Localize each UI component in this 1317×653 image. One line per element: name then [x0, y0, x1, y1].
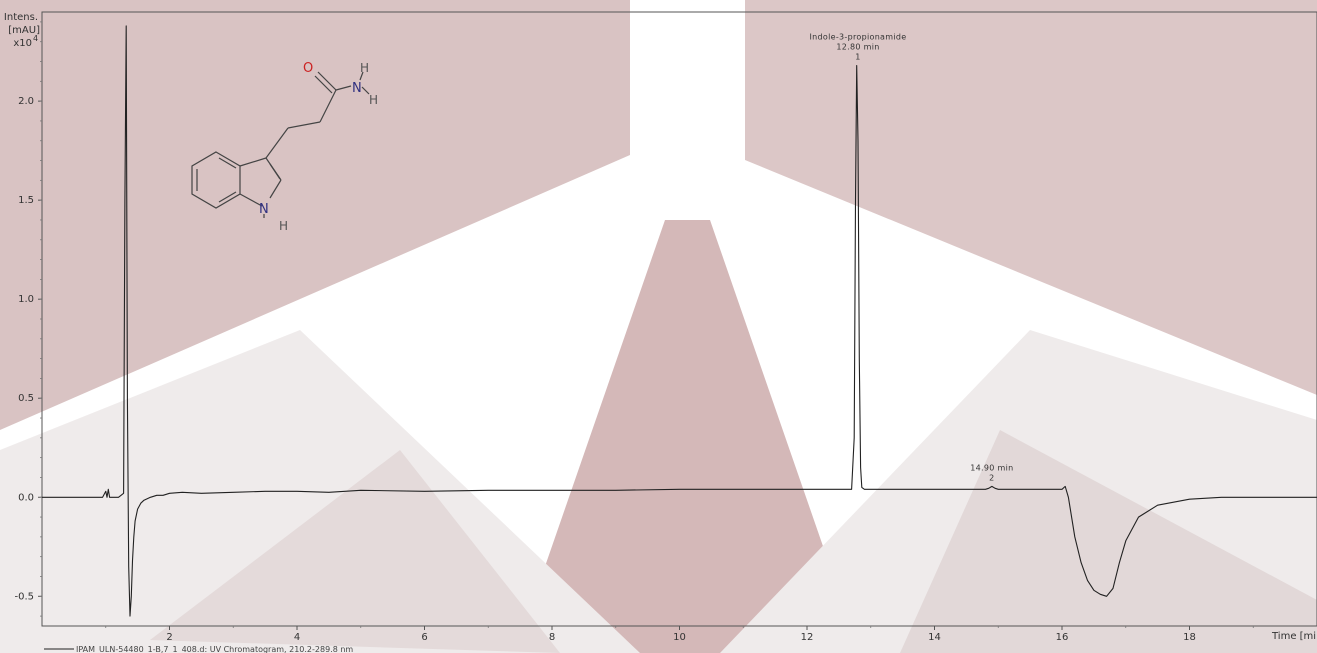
watermark-wedge-right [745, 0, 1317, 395]
atom-oxygen: O [303, 61, 313, 76]
y-axis-label-line-2: [mAU] [8, 25, 40, 36]
y-tick-label: 2.0 [18, 96, 34, 107]
x-tick-label: 18 [1183, 632, 1196, 643]
peak-annotation-text: 14.90 min [970, 463, 1013, 472]
atom-hydrogen-ring: H [279, 219, 288, 233]
benzene-inner-bond-2 [218, 157, 237, 169]
y-tick-label: -0.5 [14, 591, 34, 602]
y-tick-label: 0.5 [18, 393, 34, 404]
peak-annotation-text: 12.80 min [836, 42, 879, 51]
watermark-wedge-lower-mid-right [900, 430, 1317, 653]
x-tick-label: 8 [549, 632, 555, 643]
x-tick-label: 4 [294, 632, 300, 643]
peak-annotation-text: Indole-3-propionamide [810, 32, 907, 41]
pyrrole-bond-4 [239, 193, 263, 207]
series-layer [42, 25, 1317, 617]
y-tick-label: 0.0 [18, 492, 34, 503]
chemical-structure [191, 71, 370, 218]
y-axis-label-line-1: Intens. [4, 12, 38, 23]
y-axis-label-exponent: 4 [33, 34, 38, 43]
atom-hydrogen-amide-2: H [369, 93, 378, 107]
y-axis: -0.5 0.0 0.5 1.0 1.5 2.0 [14, 21, 42, 617]
nh-bond-1 [359, 71, 364, 81]
x-tick-label: 6 [421, 632, 427, 643]
amide-bond [335, 85, 352, 91]
pyrrole-bond-3 [269, 179, 282, 199]
plot-frame [41, 11, 1317, 627]
atom-nitrogen-amide: N [352, 81, 362, 96]
pyrrole-bond-2-double [269, 163, 281, 180]
atom-hydrogen-amide-1: H [360, 61, 369, 75]
x-axis-label: Time [min] [1271, 631, 1317, 642]
benzene-ring [191, 151, 241, 209]
x-axis: 2 4 6 8 10 12 14 16 18 [105, 626, 1254, 643]
x-tick-label: 10 [673, 632, 686, 643]
peak-annotation-text: 1 [855, 52, 860, 61]
pyrrole-bond-1 [239, 157, 267, 167]
atom-nitrogen-ring: N [259, 202, 269, 217]
chain-bond-3 [319, 89, 337, 123]
nh-bond-2 [361, 86, 370, 95]
watermark-wedge-lower-mid-left [150, 450, 560, 653]
x-tick-label: 16 [1056, 632, 1069, 643]
carbonyl-bond [317, 71, 337, 91]
x-tick-label: 2 [166, 632, 172, 643]
y-tick-label: 1.5 [18, 195, 34, 206]
peak-annotation-text: 2 [989, 473, 994, 482]
legend-series-label: IPAM_ULN-54480_1-B,7_1_408.d: UV Chromat… [76, 645, 353, 653]
y-axis-label-line-3: x10 [13, 38, 32, 49]
carbonyl-bond-double [314, 75, 333, 94]
x-tick-label: 12 [801, 632, 814, 643]
chain-bond-1 [265, 127, 289, 159]
chain-bond-2 [287, 121, 321, 129]
x-tick-label: 14 [928, 632, 941, 643]
watermark-wedge-left [0, 0, 630, 430]
benzene-inner-bond-3 [218, 191, 237, 203]
y-tick-label: 1.0 [18, 294, 34, 305]
series-line [42, 25, 1317, 617]
watermark-wedge-bottom [515, 220, 860, 653]
